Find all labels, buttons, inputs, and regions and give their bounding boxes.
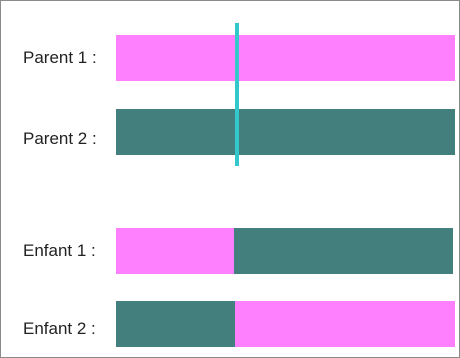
child-2-label: Enfant 2 :	[23, 319, 96, 338]
child-1-segment-right	[234, 228, 453, 274]
parent-1-chromosome	[116, 35, 455, 81]
parent-1-segment-left	[116, 35, 235, 81]
crossover-point-line	[235, 23, 239, 166]
child-1-label: Enfant 1 :	[23, 241, 96, 260]
child-2-segment-left	[116, 301, 235, 347]
parent-2-label: Parent 2 :	[23, 129, 97, 148]
parent-2-segment-left	[116, 109, 235, 155]
child-2-chromosome	[116, 301, 455, 347]
parent-2-segment-right	[235, 109, 455, 155]
parent-1-label: Parent 1 :	[23, 48, 97, 67]
parent-2-chromosome	[116, 109, 455, 155]
child-1-chromosome	[116, 228, 453, 274]
parent-1-segment-right	[235, 35, 455, 81]
child-1-segment-left	[116, 228, 234, 274]
child-2-segment-right	[235, 301, 455, 347]
